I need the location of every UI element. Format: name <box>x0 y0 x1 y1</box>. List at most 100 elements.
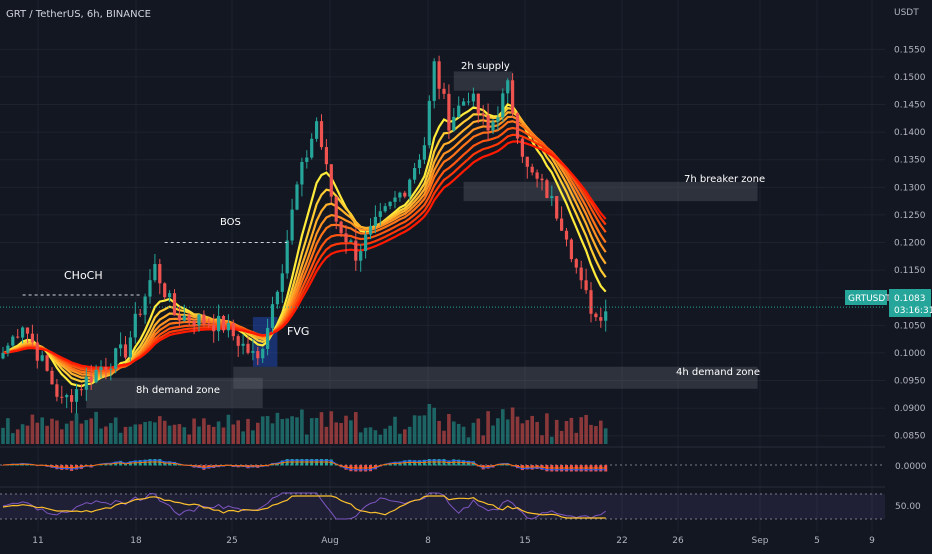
volume-bar <box>232 424 236 444</box>
candle-body <box>173 293 176 315</box>
volume-bar <box>246 419 250 444</box>
volume-bar <box>148 421 152 444</box>
volume-bar <box>521 423 525 444</box>
volume-bar <box>511 408 515 444</box>
volume-bar <box>129 427 133 444</box>
choch-label: CHoCH <box>64 269 103 282</box>
candle-body <box>330 164 333 196</box>
volume-bar <box>295 417 299 444</box>
volume-bar <box>467 437 471 444</box>
candle-body <box>256 351 259 358</box>
volume-bar <box>217 421 221 444</box>
candle-body <box>413 168 416 180</box>
candle-body <box>291 210 294 241</box>
candle-body <box>428 101 431 145</box>
volume-bar <box>94 412 98 444</box>
volume-bar <box>158 416 162 444</box>
volume-bar <box>227 415 231 444</box>
candle-body <box>46 355 49 371</box>
price-axis[interactable]: 0.1550 0.1500 0.1450 0.1400 0.1350 0.1300 0.12… <box>894 45 926 441</box>
candle-body <box>580 268 583 281</box>
candle-body <box>188 316 191 321</box>
volume-bar <box>16 429 20 444</box>
candle-body <box>202 315 205 324</box>
candle-body <box>496 117 499 121</box>
candle-body <box>433 61 436 101</box>
time-tick-label: 18 <box>130 536 142 546</box>
candle-body <box>183 316 186 321</box>
candle-body <box>6 346 9 353</box>
volume-bar <box>555 420 559 444</box>
macd-zero-label: 0.0000 <box>895 462 927 472</box>
volume-bar <box>550 437 554 444</box>
candle-body <box>540 179 543 180</box>
candle-body <box>242 344 245 346</box>
volume-bar <box>349 420 353 444</box>
candle-body <box>335 197 338 222</box>
candle-body <box>163 283 166 297</box>
volume-bar <box>104 426 108 444</box>
price-tick-label: 0.1000 <box>894 349 926 359</box>
volume-bar <box>276 413 280 444</box>
volume-bar <box>594 426 598 444</box>
price-tick-label: 0.1250 <box>894 211 926 221</box>
rsi-mid-label: 50.00 <box>895 502 921 512</box>
candle-body <box>70 395 73 402</box>
candle-body <box>506 80 509 93</box>
candle-body <box>114 348 117 368</box>
volume-bar <box>330 411 334 444</box>
zone-box <box>454 71 513 90</box>
candle-body <box>193 321 196 326</box>
candle-body <box>315 121 318 139</box>
volume-bar <box>261 416 265 444</box>
volume-bar <box>45 426 49 444</box>
volume-bar <box>579 417 583 444</box>
candle-body <box>472 94 475 102</box>
volume-bar <box>374 430 378 444</box>
candle-body <box>320 121 323 147</box>
volume-bar <box>143 422 147 444</box>
candle-body <box>266 328 269 349</box>
time-tick-label: Aug <box>321 536 339 546</box>
candle-body <box>295 184 298 209</box>
volume-bar <box>300 409 304 444</box>
candle-body <box>423 145 426 159</box>
candle-body <box>403 193 406 197</box>
price-tick-label: 0.1050 <box>894 321 926 331</box>
volume-bar <box>89 418 93 444</box>
volume-bar <box>266 416 270 444</box>
volume-bar <box>388 426 392 444</box>
volume-bar <box>80 424 84 444</box>
time-tick-label: 9 <box>869 536 875 546</box>
candle-body <box>55 384 58 396</box>
price-tick-label: 0.1300 <box>894 183 926 193</box>
time-tick-label: 25 <box>226 536 237 546</box>
volume-bar <box>496 418 500 444</box>
candle-body <box>545 180 548 198</box>
volume-bar <box>75 413 79 444</box>
candle-body <box>389 202 392 206</box>
volume-bar <box>565 421 569 444</box>
volume-bar <box>271 423 275 444</box>
candle-body <box>364 235 367 251</box>
volume-bar <box>285 418 289 444</box>
time-tick-label: 22 <box>616 536 627 546</box>
price-tick-label: 0.0900 <box>894 404 926 414</box>
volume-bar <box>506 419 510 444</box>
time-tick-label: 11 <box>32 536 43 546</box>
candle-body <box>477 94 480 114</box>
volume-bar <box>241 431 245 444</box>
symbol-title: GRT / TetherUS, 6h, BINANCE <box>6 9 151 20</box>
candle-body <box>344 233 347 242</box>
volume-bar <box>526 420 530 444</box>
volume-bar <box>26 426 30 444</box>
volume-bar <box>334 422 338 444</box>
volume-bar <box>40 417 44 444</box>
volume-bar <box>472 423 476 444</box>
candle-body <box>482 114 485 116</box>
candle-body <box>374 217 377 226</box>
volume-bar <box>535 422 539 444</box>
candle-body <box>457 106 460 117</box>
candle-body <box>222 316 225 330</box>
